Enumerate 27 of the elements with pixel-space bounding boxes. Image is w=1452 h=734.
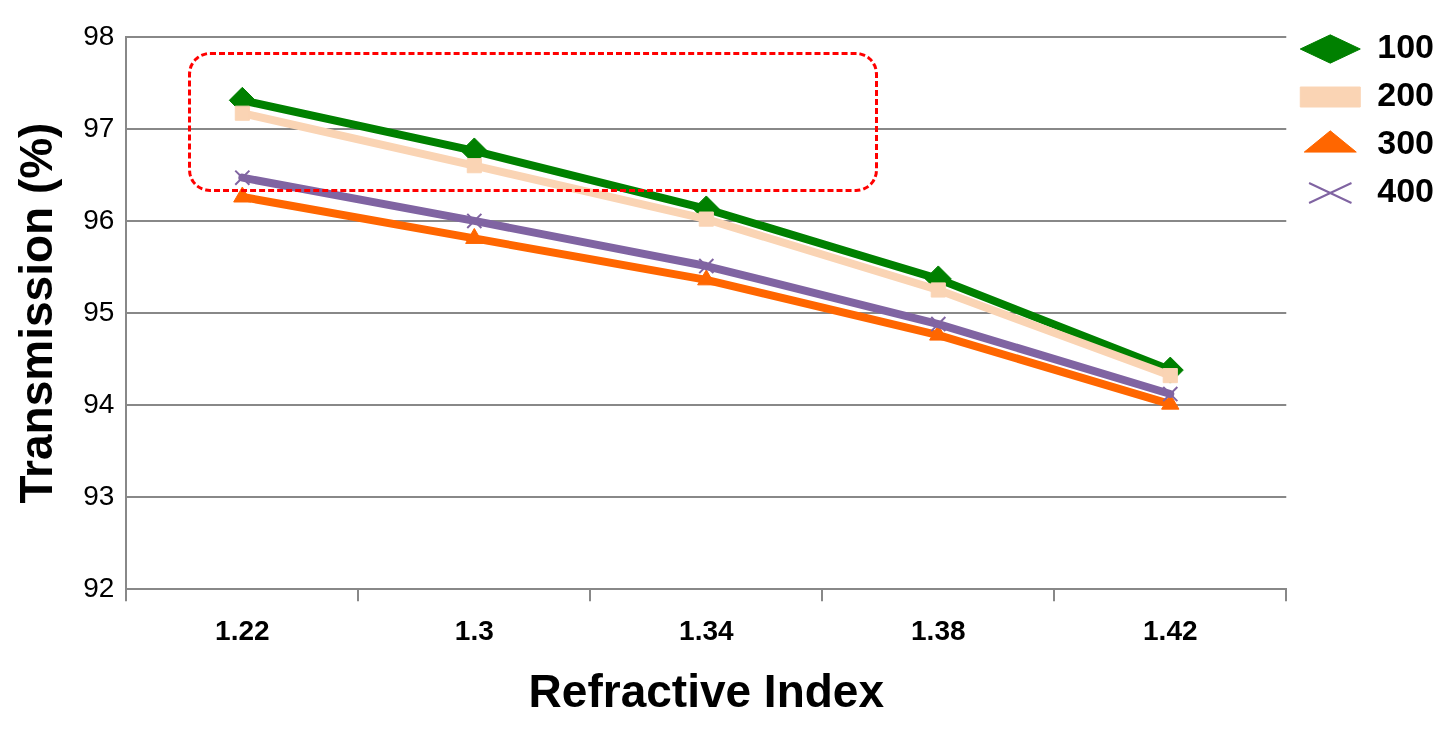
- point: [466, 158, 482, 174]
- y-tick-label: 96: [83, 203, 115, 235]
- x-tick-label: 1.22: [215, 614, 270, 646]
- legend-label: 100: [1377, 27, 1435, 66]
- point: [930, 282, 946, 298]
- point: [466, 212, 483, 229]
- legend-label: 400: [1377, 171, 1435, 210]
- point: [234, 105, 250, 121]
- y-tick-label: 94: [83, 387, 115, 419]
- point: [930, 315, 947, 333]
- x-tick-label: 1.3: [454, 614, 494, 646]
- x-axis-title: Refractive Index: [528, 665, 885, 718]
- y-tick-label: 93: [83, 479, 115, 511]
- point: [1162, 385, 1179, 403]
- point: [698, 257, 715, 275]
- x-tick-label: 1.42: [1143, 614, 1198, 646]
- point: [698, 211, 714, 227]
- legend-label: 300: [1377, 123, 1435, 162]
- legend-label: 200: [1377, 75, 1435, 114]
- y-axis-title: Transmission (%): [10, 122, 63, 504]
- y-tick-label: 98: [83, 19, 115, 51]
- x-tick-label: 1.34: [679, 614, 734, 646]
- y-tick-label: 92: [83, 571, 115, 603]
- point: [234, 169, 251, 186]
- y-tick-label: 97: [83, 111, 115, 143]
- y-tick-label: 95: [83, 295, 115, 327]
- x-tick-label: 1.38: [911, 614, 966, 646]
